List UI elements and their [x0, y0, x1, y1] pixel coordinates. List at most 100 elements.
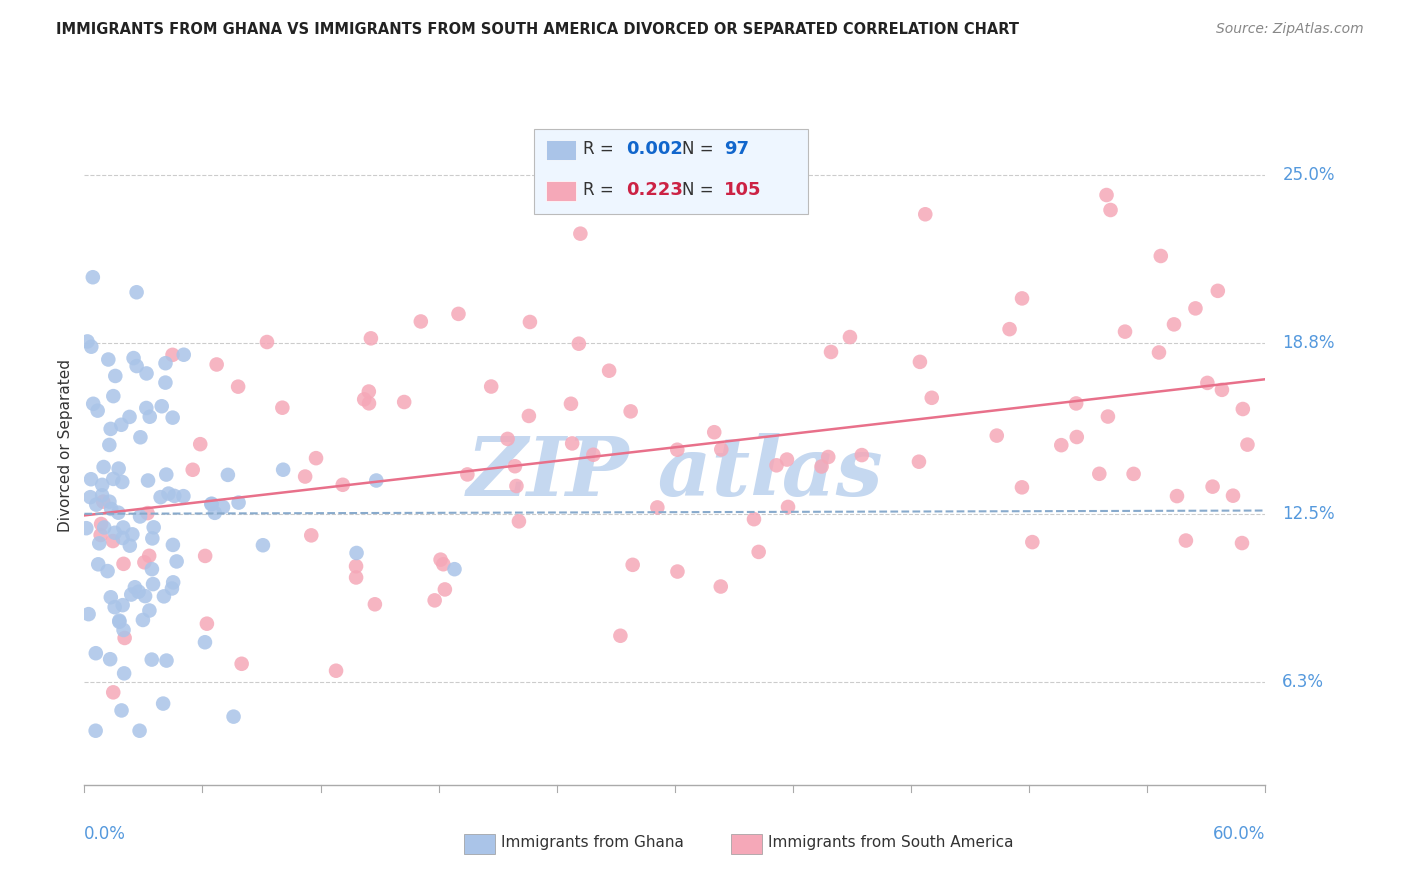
Point	[360, 331, 382, 345]
Point	[609, 629, 631, 643]
Point	[598, 364, 620, 378]
Point	[107, 461, 129, 475]
Point	[1064, 396, 1087, 410]
Point	[93, 520, 115, 534]
Point	[217, 467, 239, 482]
Point	[560, 397, 582, 411]
Point	[666, 565, 689, 579]
Point	[256, 334, 278, 349]
Text: 97: 97	[724, 140, 749, 158]
Point	[204, 506, 226, 520]
Text: 0.002: 0.002	[626, 140, 682, 158]
Point	[908, 455, 931, 469]
Point	[561, 436, 583, 450]
Point	[710, 580, 733, 594]
Point	[136, 506, 159, 520]
Point	[366, 474, 388, 488]
Point	[332, 477, 354, 491]
Point	[108, 615, 131, 629]
Point	[195, 616, 218, 631]
Text: 6.3%: 6.3%	[1282, 673, 1324, 691]
Point	[1222, 489, 1244, 503]
Point	[100, 502, 122, 516]
Point	[160, 582, 183, 596]
Point	[1163, 318, 1185, 332]
Point	[103, 389, 125, 403]
Point	[432, 558, 454, 572]
Point	[111, 598, 134, 612]
Point	[986, 428, 1008, 442]
Point	[1201, 480, 1223, 494]
Point	[447, 307, 470, 321]
Point	[443, 562, 465, 576]
Text: R =: R =	[583, 181, 620, 199]
Point	[155, 376, 177, 390]
Point	[1114, 325, 1136, 339]
Point	[271, 401, 294, 415]
Point	[517, 409, 540, 423]
Point	[90, 528, 112, 542]
Point	[135, 367, 157, 381]
Point	[134, 555, 156, 569]
Point	[252, 538, 274, 552]
Text: 12.5%: 12.5%	[1282, 505, 1334, 523]
Point	[128, 723, 150, 738]
Point	[91, 478, 114, 492]
Point	[1174, 533, 1197, 548]
Point	[139, 409, 162, 424]
Point	[765, 458, 787, 473]
Point	[87, 558, 110, 572]
Text: R =: R =	[583, 140, 620, 158]
Point	[163, 489, 186, 503]
Point	[104, 368, 127, 383]
Point	[305, 451, 328, 466]
Point	[231, 657, 253, 671]
Point	[91, 488, 114, 502]
Point	[135, 401, 157, 415]
Point	[155, 654, 177, 668]
Point	[299, 528, 322, 542]
Point	[173, 348, 195, 362]
Point	[100, 591, 122, 605]
Point	[142, 520, 165, 534]
Point	[122, 351, 145, 365]
Point	[125, 285, 148, 300]
Point	[155, 356, 177, 370]
Point	[647, 500, 669, 515]
Point	[172, 489, 194, 503]
Point	[205, 358, 228, 372]
Point	[620, 404, 643, 418]
Text: 105: 105	[724, 181, 762, 199]
Text: 60.0%: 60.0%	[1213, 825, 1265, 843]
Point	[839, 330, 862, 344]
Point	[110, 703, 132, 717]
Point	[357, 384, 380, 399]
Point	[1021, 535, 1043, 549]
Point	[228, 495, 250, 509]
Point	[456, 467, 478, 482]
Text: IMMIGRANTS FROM GHANA VS IMMIGRANTS FROM SOUTH AMERICA DIVORCED OR SEPARATED COR: IMMIGRANTS FROM GHANA VS IMMIGRANTS FROM…	[56, 22, 1019, 37]
Point	[1095, 188, 1118, 202]
Point	[152, 697, 174, 711]
Point	[93, 460, 115, 475]
Point	[138, 603, 160, 617]
Point	[112, 666, 135, 681]
Point	[84, 646, 107, 660]
Point	[121, 527, 143, 541]
Point	[820, 345, 842, 359]
Point	[1011, 292, 1033, 306]
Point	[141, 652, 163, 666]
Point	[1147, 345, 1170, 359]
Point	[110, 417, 132, 432]
Point	[519, 315, 541, 329]
Point	[666, 442, 689, 457]
Point	[132, 613, 155, 627]
Point	[101, 534, 124, 549]
Point	[776, 452, 799, 467]
Point	[568, 336, 591, 351]
Point	[409, 314, 432, 328]
Point	[149, 490, 172, 504]
Point	[1166, 489, 1188, 503]
Point	[1230, 536, 1253, 550]
Text: 0.0%: 0.0%	[84, 825, 127, 843]
